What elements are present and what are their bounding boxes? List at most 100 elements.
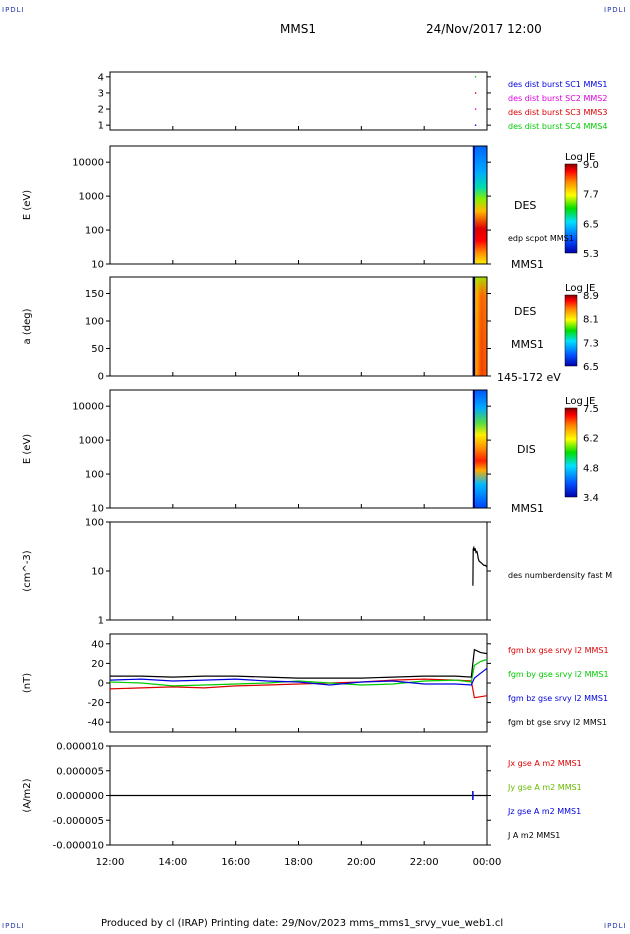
colorbar-p4 xyxy=(564,407,578,498)
legend-p7-1: Jy gse A m2 MMS1 xyxy=(507,783,582,792)
heatmap-p2 xyxy=(472,146,487,264)
series-line-p6-2 xyxy=(109,667,488,686)
legend-p6-2: fgm bz gse srvy l2 MMS1 xyxy=(508,694,608,703)
ytick-label-p5-0: 1 xyxy=(98,616,104,627)
panel-frame-p6 xyxy=(109,633,488,733)
ytick-label-p6-3: 20 xyxy=(91,659,104,670)
xtick-label-4: 20:00 xyxy=(347,857,376,868)
ytick-label-p4-2: 1000 xyxy=(79,436,104,447)
ytick-label-p2-2: 1000 xyxy=(79,192,104,203)
panel-bottom-label-p2: MMS1 xyxy=(511,258,544,271)
colorbar-tick-p3-3: 6.5 xyxy=(583,362,599,373)
colorbar-title-p3: Log JE xyxy=(565,283,595,294)
ytick-label-p3-0: 0 xyxy=(98,372,104,383)
ylabel-p3: a (deg) xyxy=(22,308,33,344)
ylabel-p6: (nT) xyxy=(22,673,33,693)
ytick-label-p6-4: 40 xyxy=(91,639,104,650)
panel-bottom-label-p3: 145-172 eV xyxy=(497,371,561,384)
ytick-label-p2-0: 10 xyxy=(91,260,104,271)
ytick-label-p7-2: 0.000000 xyxy=(56,791,104,802)
corner-label-tl: IPDLI xyxy=(2,6,25,14)
colorbar-tick-p2-2: 6.5 xyxy=(583,219,599,230)
burst-point-0 xyxy=(474,124,477,126)
burst-point-3 xyxy=(474,76,477,78)
ytick-label-p6-1: -20 xyxy=(88,698,104,709)
corner-label-tr: IPDLI xyxy=(604,6,627,14)
xtick-label-3: 18:00 xyxy=(284,857,313,868)
spacecraft-title: MMS1 xyxy=(280,22,316,36)
corner-label-bl: IPDLI xyxy=(2,922,25,930)
ytick-label-p4-1: 100 xyxy=(85,470,104,481)
ytick-label-p4-3: 10000 xyxy=(72,402,104,413)
colorbar-p2 xyxy=(564,163,578,254)
legend-p1-1: des dist burst SC2 MMS2 xyxy=(508,94,607,103)
panel-label-p3: DES xyxy=(514,305,536,318)
ytick-label-p6-2: 0 xyxy=(98,679,104,690)
legend-p7-2: Jz gse A m2 MMS1 xyxy=(507,807,581,816)
panel-frame-p3 xyxy=(109,276,488,377)
date-time-title: 24/Nov/2017 12:00 xyxy=(426,22,542,36)
ytick-label-p6-0: -40 xyxy=(88,718,104,729)
ytick-label-p1-2: 3 xyxy=(98,88,104,99)
panel-frame-p4 xyxy=(109,389,488,509)
ytick-label-p3-1: 50 xyxy=(91,344,104,355)
panel-frame-p1 xyxy=(109,71,488,131)
series-line-p5-0 xyxy=(472,545,488,586)
colorbar-tick-p2-3: 5.3 xyxy=(583,249,599,260)
colorbar-tick-p3-0: 8.9 xyxy=(583,291,599,302)
xtick-label-2: 16:00 xyxy=(221,857,250,868)
heatmap-p4 xyxy=(472,390,487,508)
panel-label-p2: DES xyxy=(514,199,536,212)
ytick-label-p7-3: 0.000005 xyxy=(56,766,104,777)
series-line-p6-3 xyxy=(110,648,488,679)
ytick-label-p1-1: 2 xyxy=(98,105,104,116)
panel-sublabel-p3: MMS1 xyxy=(511,338,544,351)
legend-p7-0: Jx gse A m2 MMS1 xyxy=(507,759,582,768)
panel-sublabel-p2: edp scpot MMS1 xyxy=(508,234,574,243)
legend-p1-0: des dist burst SC1 MMS1 xyxy=(508,80,607,89)
panel-frame-p5 xyxy=(109,521,488,621)
colorbar-title-p2: Log JE xyxy=(565,152,595,163)
ytick-label-p5-2: 100 xyxy=(85,518,104,529)
colorbar-tick-p3-1: 8.1 xyxy=(583,315,599,326)
legend-p6-3: fgm bt gse srvy l2 MMS1 xyxy=(508,718,607,727)
legend-p1-3: des dist burst SC4 MMS4 xyxy=(508,122,607,131)
legend-p7-3: J A m2 MMS1 xyxy=(507,831,560,840)
series-line-p6-0 xyxy=(109,678,488,699)
ylabel-p2: E (eV) xyxy=(22,190,33,220)
xtick-label-5: 22:00 xyxy=(410,857,439,868)
colorbar-tick-p4-3: 3.4 xyxy=(583,493,599,504)
legend-p1-2: des dist burst SC3 MMS3 xyxy=(508,108,607,117)
ytick-label-p7-4: 0.000010 xyxy=(56,742,104,753)
panel-bottom-label-p4: MMS1 xyxy=(511,502,544,515)
burst-point-2 xyxy=(474,92,477,94)
colorbar-tick-p4-2: 4.8 xyxy=(583,463,599,474)
xtick-label-1: 14:00 xyxy=(158,857,187,868)
xtick-label-6: 00:00 xyxy=(473,857,502,868)
ytick-label-p7-1: -0.000005 xyxy=(53,816,104,827)
colorbar-tick-p2-1: 7.7 xyxy=(583,190,599,201)
colorbar-tick-p4-0: 7.5 xyxy=(583,404,599,415)
panel-frame-p2 xyxy=(109,145,488,265)
ytick-label-p7-0: -0.000010 xyxy=(53,841,104,852)
legend-p5-0: des numberdensity fast M xyxy=(508,571,612,580)
ytick-label-p1-0: 1 xyxy=(98,121,104,132)
colorbar-tick-p3-2: 7.3 xyxy=(583,338,599,349)
ytick-label-p3-2: 100 xyxy=(85,317,104,328)
colorbar-tick-p2-0: 9.0 xyxy=(583,160,599,171)
colorbar-title-p4: Log JE xyxy=(565,396,595,407)
legend-p6-1: fgm by gse srvy l2 MMS1 xyxy=(508,670,609,679)
ytick-label-p2-3: 10000 xyxy=(72,158,104,169)
heatmap-overlay-p3 xyxy=(472,277,487,376)
ytick-label-p5-1: 10 xyxy=(91,567,104,578)
ylabel-p5: (cm^-3) xyxy=(22,550,33,591)
legend-p6-0: fgm bx gse srvy l2 MMS1 xyxy=(508,646,609,655)
ytick-label-p4-0: 10 xyxy=(91,504,104,515)
ylabel-p4: E (eV) xyxy=(22,434,33,464)
burst-point-1 xyxy=(474,108,477,110)
ytick-label-p2-1: 100 xyxy=(85,226,104,237)
ytick-label-p1-3: 4 xyxy=(98,72,104,83)
panel-label-p4: DIS xyxy=(517,443,536,456)
ytick-label-p3-3: 150 xyxy=(85,289,104,300)
